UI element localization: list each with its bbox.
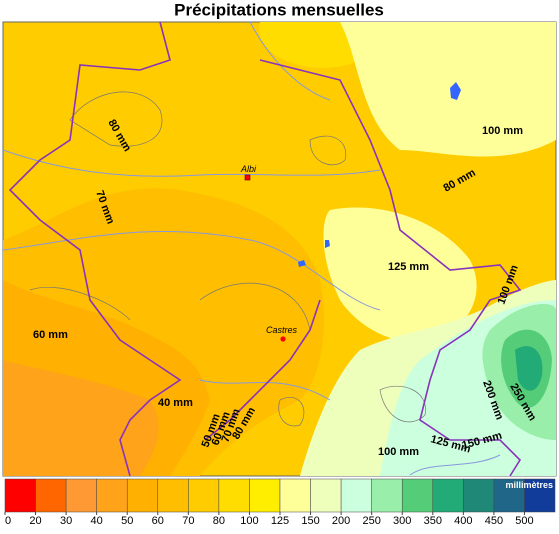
legend-tick-label: 250: [362, 515, 380, 527]
contour-label: 125 mm: [388, 261, 429, 273]
city-marker: [244, 174, 251, 181]
legend: 0 20 30 40 50 60 70 80 100 125 150 200 250 300 350 400 4…: [4, 478, 556, 527]
city-marker: [280, 336, 286, 342]
legend-swatch: [432, 478, 464, 513]
legend-tick-label: 0: [5, 515, 11, 527]
legend-swatch: [35, 478, 67, 513]
contour-label: 40 mm: [158, 397, 193, 409]
legend-tick-label: 400: [454, 515, 472, 527]
legend-swatch: [4, 478, 36, 513]
legend-swatch: [279, 478, 311, 513]
legend-swatch: [96, 478, 128, 513]
legend-tick-label: 20: [29, 515, 41, 527]
legend-tick-label: 350: [424, 515, 442, 527]
legend-swatch: [188, 478, 220, 513]
legend-tick-label: 80: [213, 515, 225, 527]
legend-unit: millimètres: [505, 480, 553, 490]
contour-label: 60 mm: [33, 329, 68, 341]
map: Albi Castres 80 mm 70 mm 60 mm 40 mm 50 …: [2, 21, 557, 477]
legend-swatch: [218, 478, 250, 513]
legend-swatch: [463, 478, 495, 513]
legend-tick-label: 300: [393, 515, 411, 527]
legend-tick-label: 500: [515, 515, 533, 527]
legend-swatch: [493, 478, 525, 513]
legend-swatch: [371, 478, 403, 513]
legend-tick-label: 125: [271, 515, 289, 527]
legend-tick-label: 200: [332, 515, 350, 527]
legend-swatch: [157, 478, 189, 513]
legend-swatch: [340, 478, 372, 513]
city-label: Albi: [240, 164, 257, 174]
contour-label: 100 mm: [378, 446, 419, 458]
legend-swatch: [126, 478, 159, 513]
legend-tick-label: 100: [240, 515, 258, 527]
legend-tick-label: 70: [182, 515, 194, 527]
legend-tick-label: 50: [121, 515, 133, 527]
legend-swatch: [249, 478, 281, 513]
legend-tick-label: 30: [60, 515, 72, 527]
legend-tick-label: 450: [485, 515, 503, 527]
city-label: Castres: [266, 325, 298, 335]
legend-swatch: [524, 478, 556, 513]
legend-tick-label: 40: [91, 515, 103, 527]
contour-label: 100 mm: [482, 125, 523, 137]
legend-tick-label: 60: [152, 515, 164, 527]
legend-swatch: [401, 478, 434, 513]
title: Précipitations mensuelles: [174, 0, 384, 19]
legend-swatch: [65, 478, 97, 513]
legend-swatch: [310, 478, 342, 513]
legend-tick-label: 150: [301, 515, 319, 527]
